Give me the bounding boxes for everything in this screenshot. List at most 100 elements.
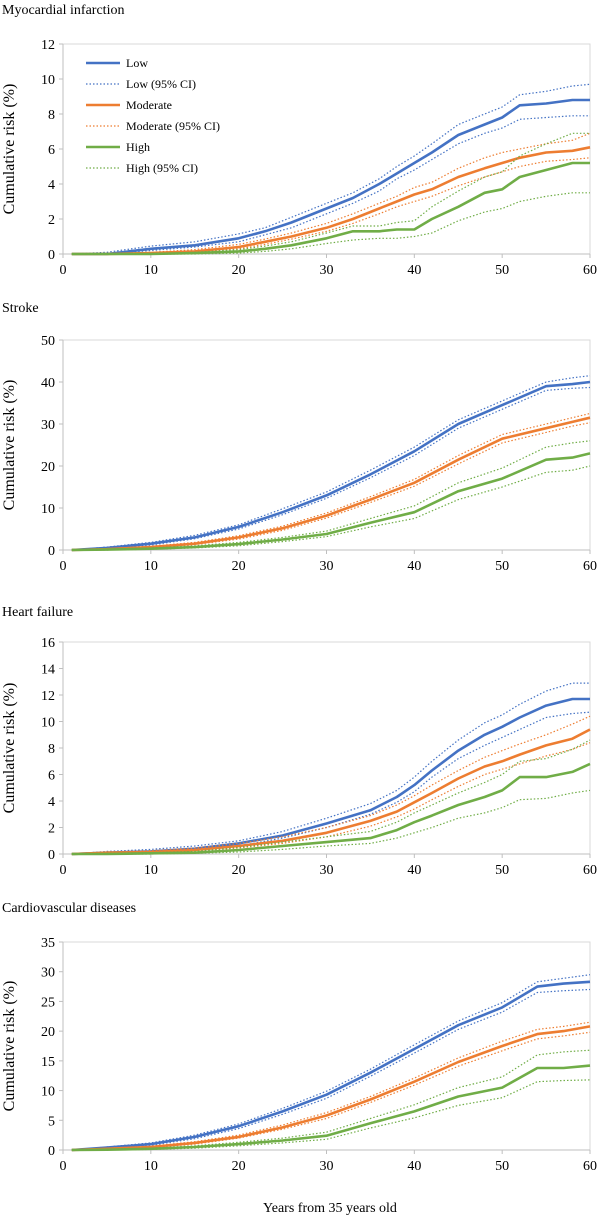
series-line-low-95-ci-lower [71,115,590,255]
chart-panel-cardiovascular-diseases: Cardiovascular diseases 0 5 10 15 20 25 30 35 0 10… [1,901,597,1174]
panel-title: Cardiovascular diseases [2,901,136,916]
y-tick-label: 30 [41,966,55,981]
y-tick-label: 12 [41,689,55,704]
y-tick-label: 10 [41,502,55,517]
series-line-high [71,762,591,856]
y-tick-label: 10 [41,73,55,88]
legend-label-high: High [126,140,150,154]
y-tick-label: 10 [41,716,55,731]
x-tick-label: 60 [583,1159,597,1174]
series-line-moderate-95-ci-upper [71,715,591,855]
series-line-high [71,1064,591,1152]
x-tick-label: 50 [495,559,509,574]
x-tick-label: 40 [407,863,421,878]
legend: Low Low (95% CI) Moderate Moderate (95% CI)… [86,56,220,175]
series-line-low [71,980,591,1152]
x-tick-label: 40 [407,1159,421,1174]
series-line-moderate-95-ci-lower [71,422,591,551]
y-tick-label: 16 [41,636,55,651]
x-tick-label: 30 [320,559,334,574]
x-tick-label: 10 [144,1159,158,1174]
series-line-moderate-95-ci-lower [71,742,591,855]
x-axis-label: Years from 35 years old [263,1201,397,1216]
series-line-high [71,452,591,552]
x-tick-label: 10 [144,559,158,574]
y-tick-label: 50 [41,334,55,349]
x-tick-label: 30 [320,263,334,278]
x-tick-label: 20 [232,1159,246,1174]
x-tick-label: 40 [407,559,421,574]
x-tick-label: 30 [320,863,334,878]
y-axis-label: Cumulative risk (%) [1,380,18,511]
x-tick-label: 10 [144,263,158,278]
x-tick-label: 0 [60,263,67,278]
x-tick-label: 40 [407,263,421,278]
x-tick-label: 20 [232,559,246,574]
chart-panel-myocardial-infarction: Myocardial infarction 0 2 4 6 8 10 12 0 10 20 30 40 5… [1,3,597,278]
y-tick-label: 6 [48,769,55,784]
y-tick-label: 10 [41,1085,55,1100]
plot-area [62,339,591,551]
series-line-high-95-ci-lower [71,1079,591,1151]
series-line-low-95-ci-upper [71,83,591,255]
panel-title: Myocardial infarction [2,3,124,18]
series-line-low-95-ci-upper [71,375,591,551]
x-tick-label: 0 [60,559,67,574]
legend-label-low: Low [126,56,148,70]
x-tick-label: 50 [495,263,509,278]
y-tick-label: 8 [48,108,55,123]
legend-label-moderate: Moderate [126,98,172,112]
series-line-moderate [71,728,591,856]
y-tick-label: 14 [41,663,55,678]
series-line-low-95-ci-upper [71,682,590,855]
y-tick-label: 25 [41,995,55,1010]
x-tick-label: 10 [144,863,158,878]
x-tick-label: 30 [320,1159,334,1174]
x-tick-label: 20 [232,263,246,278]
y-tick-label: 30 [41,418,55,433]
series-line-low-95-ci-upper [71,974,591,1151]
y-tick-label: 4 [48,178,55,193]
series-line-high-95-ci-upper [71,739,591,855]
y-tick-label: 20 [41,460,55,475]
series-line-low [71,380,591,552]
y-tick-label: 0 [48,248,55,263]
y-tick-label: 0 [48,848,55,863]
y-tick-label: 0 [48,1144,55,1159]
y-tick-label: 35 [41,936,55,951]
plot-area [62,941,591,1151]
panel-title: Stroke [2,301,39,316]
y-tick-label: 2 [48,213,55,228]
series-line-low-95-ci-lower [71,988,591,1151]
y-axis-label: Cumulative risk (%) [1,683,18,814]
series-line-moderate [71,1025,591,1152]
x-tick-label: 50 [495,863,509,878]
y-tick-label: 0 [48,544,55,559]
legend-label-high-95-ci: High (95% CI) [126,161,198,175]
x-tick-label: 60 [583,263,597,278]
y-tick-label: 6 [48,143,55,158]
series-line-high-95-ci-upper [71,132,590,255]
y-tick-label: 12 [41,38,55,53]
x-tick-label: 60 [583,863,597,878]
chart-panel-stroke: Stroke 0 10 20 30 40 50 0 10 20 30 40 50 60 Cumulative… [1,301,597,574]
series-line-low-95-ci-lower [71,386,591,551]
y-tick-label: 20 [41,1025,55,1040]
x-tick-label: 0 [60,863,67,878]
y-tick-label: 40 [41,376,55,391]
series-line-moderate-95-ci-upper [71,132,591,255]
y-tick-label: 2 [48,822,55,837]
y-tick-label: 15 [41,1055,55,1070]
y-tick-label: 8 [48,742,55,757]
series-line-high-95-ci-lower [71,465,591,551]
x-tick-label: 60 [583,559,597,574]
series-line-moderate [71,416,591,552]
chart-panel-heart-failure: Heart failure 0 2 4 6 8 10 12 14 16 0 10 20 30 40 50 60 C… [1,605,597,878]
y-axis-label: Cumulative risk (%) [1,981,18,1112]
x-tick-label: 20 [232,863,246,878]
series-line-high-95-ci-upper [71,440,591,551]
series-line-high [71,161,590,256]
panel-title: Heart failure [2,605,73,620]
x-tick-label: 50 [495,1159,509,1174]
